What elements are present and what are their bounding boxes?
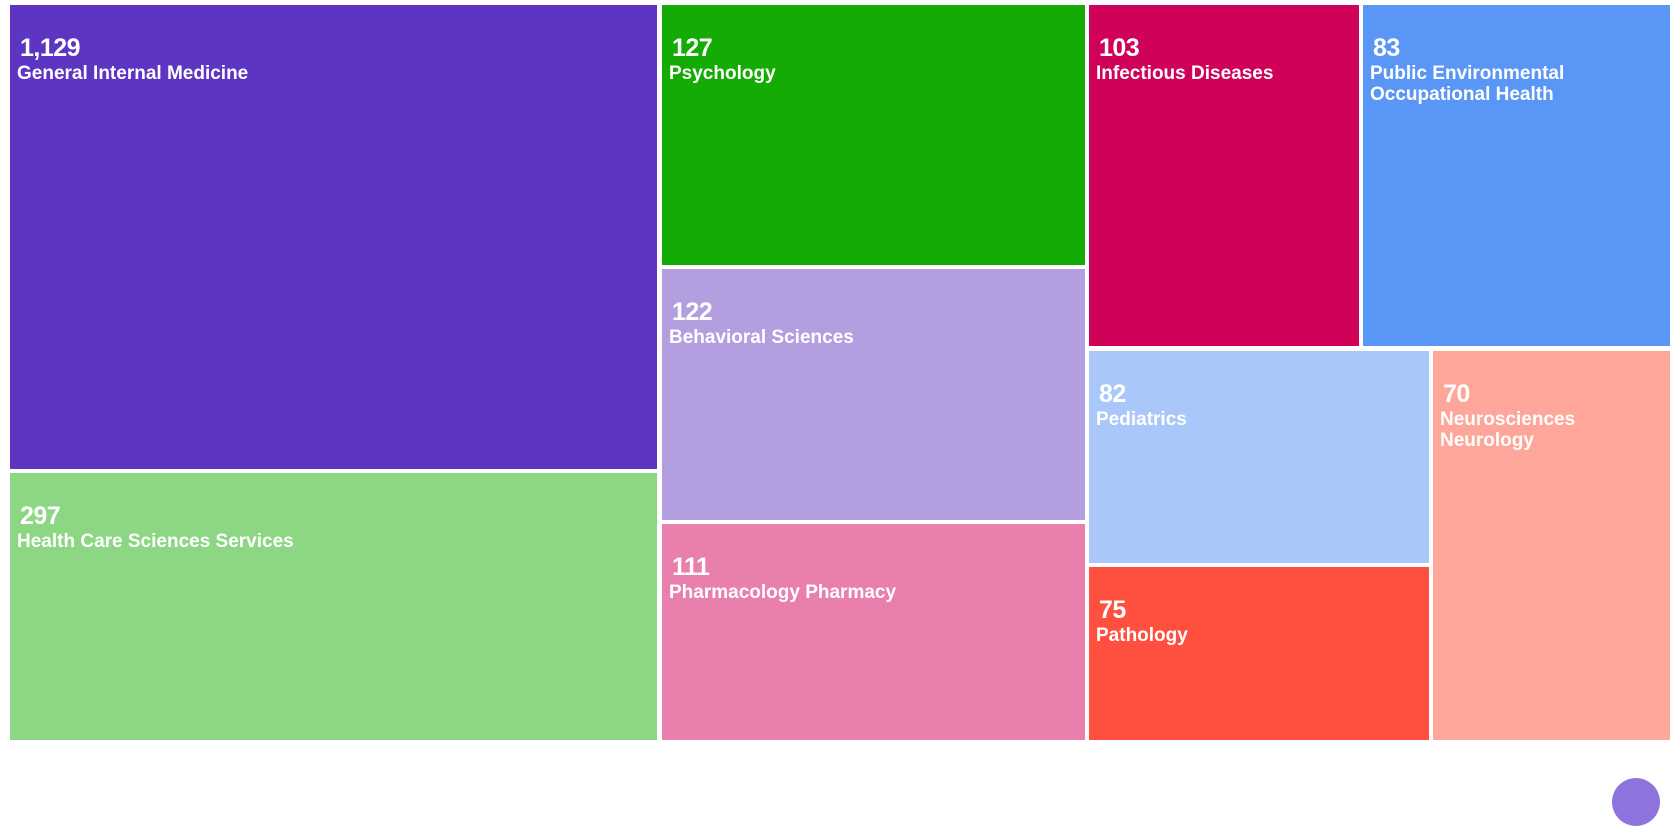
tile-value: 82 bbox=[1099, 380, 1126, 408]
tile-value: 297 bbox=[20, 502, 61, 530]
tile-label: Infectious Diseases bbox=[1096, 63, 1274, 84]
treemap-tile-psychology[interactable]: 127 Psychology bbox=[662, 5, 1085, 265]
tile-value: 83 bbox=[1373, 34, 1400, 62]
treemap-tile-health-care-sciences-services[interactable]: 297 Health Care Sciences Services bbox=[10, 473, 657, 740]
treemap-tile-pediatrics[interactable]: 82 Pediatrics bbox=[1089, 351, 1429, 563]
tile-label: Public Environmental Occupational Health bbox=[1370, 63, 1565, 105]
corner-badge bbox=[1612, 778, 1660, 826]
treemap-tile-general-internal-medicine[interactable]: 1,129 General Internal Medicine bbox=[10, 5, 657, 469]
tile-label: Neurosciences Neurology bbox=[1440, 409, 1576, 451]
treemap-tile-pathology[interactable]: 75 Pathology bbox=[1089, 567, 1429, 740]
treemap-tile-infectious-diseases[interactable]: 103 Infectious Diseases bbox=[1089, 5, 1359, 346]
treemap-tile-behavioral-sciences[interactable]: 122 Behavioral Sciences bbox=[662, 269, 1085, 520]
treemap-chart: 1,129 General Internal Medicine 297 Health … bbox=[10, 5, 1670, 740]
tile-value: 75 bbox=[1099, 596, 1126, 624]
treemap-tile-pharmacology-pharmacy[interactable]: 111 Pharmacology Pharmacy bbox=[662, 524, 1085, 740]
tile-value: 122 bbox=[672, 298, 713, 326]
treemap-tile-neurosciences-neurology[interactable]: 70 Neurosciences Neurology bbox=[1433, 351, 1670, 740]
tile-label: General Internal Medicine bbox=[17, 63, 249, 84]
tile-label: Pediatrics bbox=[1096, 409, 1187, 430]
tile-label: Pathology bbox=[1096, 625, 1188, 646]
tile-value: 1,129 bbox=[20, 34, 81, 62]
tile-label: Pharmacology Pharmacy bbox=[669, 582, 897, 603]
tile-value: 111 bbox=[672, 553, 710, 581]
tile-value: 103 bbox=[1099, 34, 1140, 62]
tile-label: Health Care Sciences Services bbox=[17, 531, 294, 552]
tile-label: Behavioral Sciences bbox=[669, 327, 854, 348]
tile-label: Psychology bbox=[669, 63, 776, 84]
treemap-tile-public-environmental-occupational-health[interactable]: 83 Public Environmental Occupational Heal… bbox=[1363, 5, 1670, 346]
tile-value: 70 bbox=[1443, 380, 1470, 408]
tile-value: 127 bbox=[672, 34, 713, 62]
